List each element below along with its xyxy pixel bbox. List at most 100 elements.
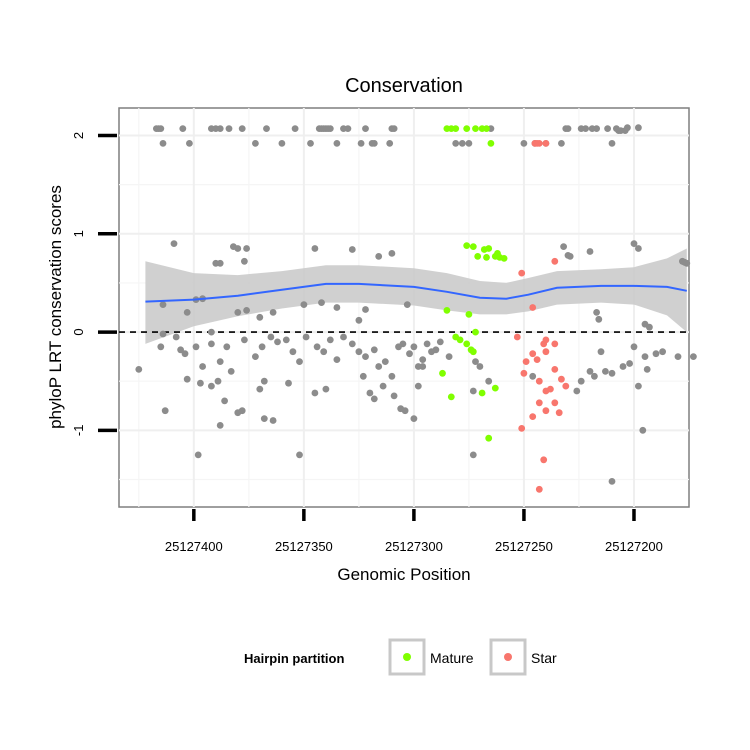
point-other: [379, 382, 387, 390]
point-other: [646, 323, 653, 331]
point-star: [535, 140, 543, 147]
point-other: [267, 333, 275, 341]
point-mature: [463, 242, 471, 250]
point-other: [593, 125, 600, 132]
legend-item-mature: Mature: [388, 638, 474, 676]
point-other: [432, 346, 440, 354]
point-other: [161, 407, 169, 415]
point-star: [562, 382, 570, 390]
point-other: [608, 369, 616, 377]
point-other: [256, 385, 264, 393]
point-other: [216, 125, 224, 132]
point-other: [423, 340, 431, 348]
point-other: [318, 299, 325, 306]
x-tick-label: 25127300: [385, 539, 443, 554]
point-other: [183, 309, 191, 316]
point-other: [269, 309, 277, 316]
point-other: [263, 125, 270, 132]
point-other: [476, 363, 484, 370]
point-other: [362, 353, 369, 360]
point-other: [602, 368, 609, 375]
point-other: [177, 346, 185, 354]
y-tick-label: 2: [71, 132, 86, 139]
point-other: [406, 350, 413, 358]
legend-dot-star: [504, 653, 512, 661]
legend-label-star: Star: [531, 650, 557, 666]
point-other: [260, 415, 268, 422]
point-other: [485, 377, 493, 385]
axes: 25127400 25127350 25127300 25127250 25127200…: [71, 132, 663, 554]
point-mature: [483, 254, 490, 261]
point-star: [518, 425, 526, 432]
point-other: [619, 363, 627, 370]
point-other: [597, 348, 605, 356]
point-other: [170, 240, 178, 248]
point-other: [683, 259, 691, 267]
smooth-trend-line: [145, 282, 687, 303]
point-other: [241, 336, 248, 344]
point-other: [564, 125, 572, 132]
point-other: [186, 140, 193, 147]
point-other: [208, 328, 215, 336]
point-other: [386, 140, 394, 147]
point-other: [641, 353, 649, 360]
point-other: [465, 140, 473, 147]
point-other: [375, 253, 383, 260]
point-other: [179, 125, 187, 132]
point-mature: [472, 125, 479, 132]
point-other: [626, 360, 633, 367]
point-other: [225, 125, 233, 132]
point-star: [518, 269, 526, 277]
point-other: [690, 353, 697, 360]
point-other: [238, 125, 246, 132]
point-other: [348, 246, 356, 253]
point-star: [535, 399, 543, 407]
legend-label-mature: Mature: [430, 650, 474, 666]
loess-curve: [145, 282, 687, 303]
point-other: [375, 363, 383, 370]
point-other: [355, 316, 363, 324]
point-other: [370, 346, 378, 354]
point-other: [258, 343, 266, 351]
point-other: [313, 343, 321, 351]
point-other: [197, 379, 204, 387]
point-other: [566, 253, 574, 260]
point-other: [370, 395, 378, 403]
point-other: [472, 358, 479, 365]
point-other: [520, 140, 528, 147]
point-other: [159, 301, 167, 308]
point-other: [157, 125, 165, 132]
point-other: [635, 245, 642, 252]
point-other: [608, 478, 616, 485]
point-mature: [469, 243, 477, 251]
x-tick-label: 25127350: [275, 539, 333, 554]
y-tick-label: -1: [71, 425, 86, 437]
point-other: [296, 451, 303, 459]
point-other: [560, 243, 567, 251]
point-other: [573, 387, 581, 395]
point-other: [357, 140, 365, 147]
point-mature: [485, 434, 493, 442]
point-star: [542, 387, 550, 395]
point-other: [639, 426, 647, 434]
point-other: [192, 343, 200, 351]
point-other: [278, 140, 286, 147]
point-other: [399, 340, 407, 348]
point-other: [282, 336, 290, 344]
point-other: [624, 124, 631, 132]
point-mature: [439, 369, 446, 377]
point-other: [285, 379, 292, 387]
point-other: [300, 301, 308, 308]
point-mature: [491, 384, 499, 392]
point-other: [674, 353, 682, 360]
point-other: [593, 309, 600, 316]
point-other: [362, 125, 369, 132]
confidence-band: [145, 248, 687, 344]
point-other: [608, 140, 616, 147]
point-other: [208, 382, 215, 390]
point-other: [370, 140, 378, 147]
point-star: [513, 333, 521, 341]
y-tick-label: 1: [71, 230, 86, 237]
point-star: [529, 350, 537, 358]
point-other: [194, 451, 202, 459]
